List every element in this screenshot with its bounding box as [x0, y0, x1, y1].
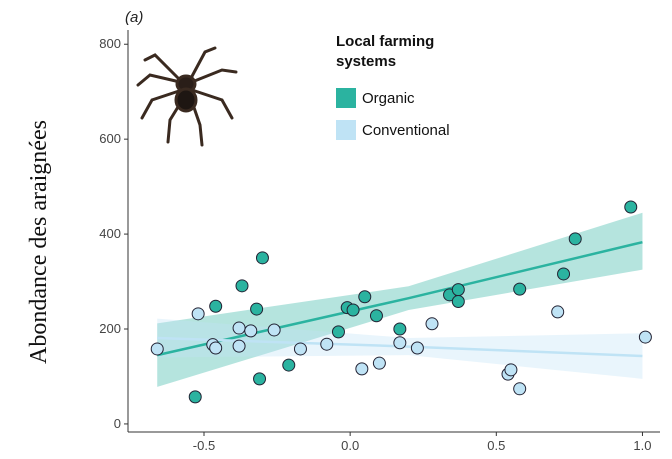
point	[251, 303, 263, 315]
point	[210, 342, 222, 354]
point	[452, 284, 464, 296]
point	[151, 343, 163, 355]
legend-title: Local farming systems	[336, 32, 456, 72]
point	[254, 373, 266, 385]
y-tick-label: 200	[99, 321, 121, 336]
point	[514, 383, 526, 395]
x-tick-label: 0.5	[487, 438, 505, 453]
point	[370, 310, 382, 322]
point	[268, 324, 280, 336]
legend-label: Organic	[362, 90, 415, 107]
point	[189, 391, 201, 403]
point	[192, 308, 204, 320]
point	[256, 252, 268, 264]
panel-label: (a)	[125, 9, 143, 26]
point	[233, 322, 245, 334]
point	[452, 295, 464, 307]
y-tick-label: 0	[114, 416, 121, 431]
point	[394, 323, 406, 335]
legend-swatch	[336, 88, 356, 108]
legend-entry: Conventional	[336, 114, 506, 146]
y-tick-label: 400	[99, 226, 121, 241]
x-tick-label: 1.0	[633, 438, 651, 453]
point	[625, 201, 637, 213]
point	[233, 340, 245, 352]
point	[210, 300, 222, 312]
point	[558, 268, 570, 280]
point	[283, 359, 295, 371]
legend-entry: Organic	[336, 82, 506, 114]
point	[294, 343, 306, 355]
point	[373, 357, 385, 369]
page: (a) Abondance des araignées 0 200 400 600 80…	[0, 0, 672, 459]
point	[552, 306, 564, 318]
point	[245, 325, 257, 337]
point	[411, 342, 423, 354]
point	[356, 363, 368, 375]
point	[505, 364, 517, 376]
point	[359, 291, 371, 303]
legend: Local farming systems Organic Conventiona…	[336, 32, 506, 146]
y-tick-label: 800	[99, 36, 121, 51]
point	[514, 283, 526, 295]
point	[426, 318, 438, 330]
point	[639, 331, 651, 343]
legend-swatch	[336, 120, 356, 140]
point	[347, 304, 359, 316]
point	[332, 326, 344, 338]
point	[394, 337, 406, 349]
spider-icon	[138, 48, 236, 145]
x-tick-label: 0.0	[341, 438, 359, 453]
legend-label: Conventional	[362, 122, 450, 139]
point	[236, 280, 248, 292]
y-tick-label: 600	[99, 131, 121, 146]
x-tick-label: -0.5	[193, 438, 215, 453]
point	[569, 233, 581, 245]
y-axis-label: Abondance des araignées	[26, 120, 52, 364]
point	[321, 338, 333, 350]
